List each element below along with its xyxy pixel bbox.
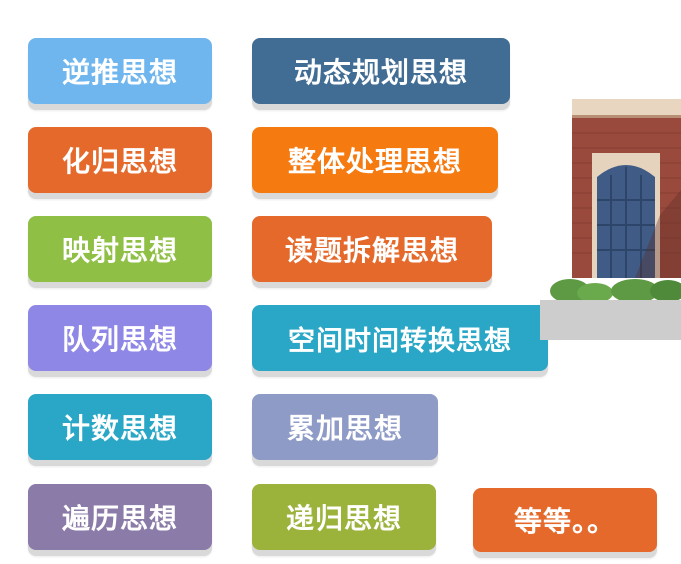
tag-huagui: 化归思想 bbox=[28, 127, 212, 193]
building-graphic bbox=[540, 99, 681, 340]
tag-nitui: 逆推思想 bbox=[28, 38, 212, 104]
tag-leijia: 累加思想 bbox=[252, 394, 438, 460]
tag-dengdeng: 等等。。 bbox=[473, 488, 657, 552]
tag-jishu: 计数思想 bbox=[28, 394, 212, 460]
tag-digui: 递归思想 bbox=[252, 484, 436, 550]
tag-bianli: 遍历思想 bbox=[28, 484, 212, 550]
tag-yingshe: 映射思想 bbox=[28, 216, 212, 282]
tag-duilie: 队列思想 bbox=[28, 305, 212, 371]
tag-kongjianshijian: 空间时间转换思想 bbox=[252, 305, 548, 371]
building-illustration bbox=[540, 95, 681, 340]
tag-dutichaijie: 读题拆解思想 bbox=[252, 216, 492, 282]
tag-zhengtichuli: 整体处理思想 bbox=[252, 127, 498, 193]
tag-dongtaiguihua: 动态规划思想 bbox=[252, 38, 510, 104]
